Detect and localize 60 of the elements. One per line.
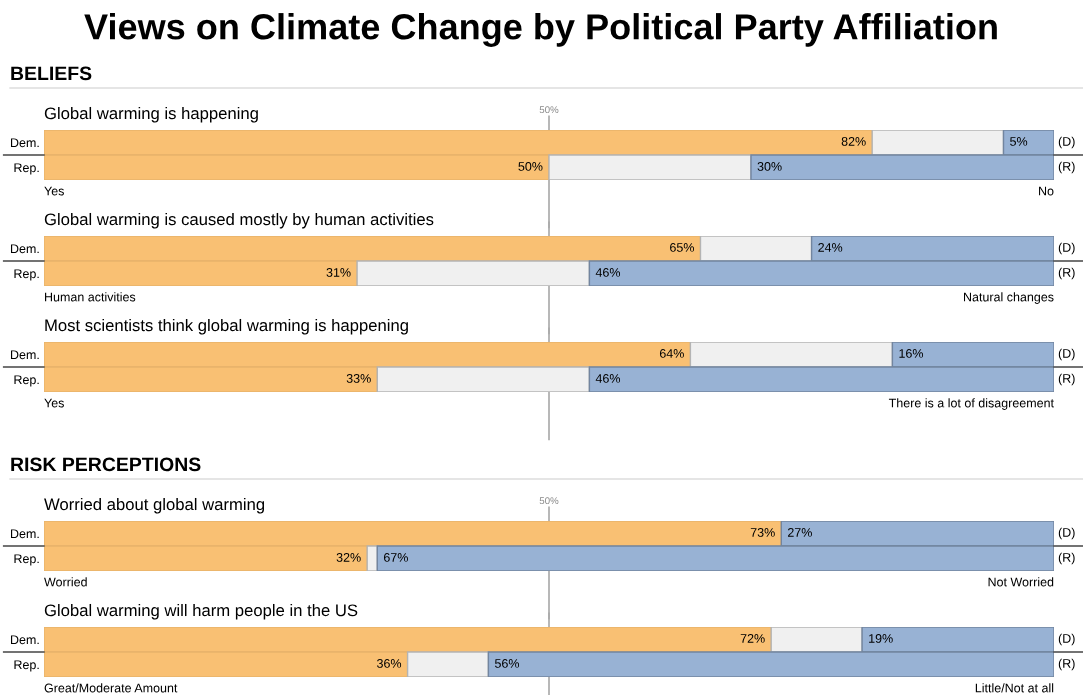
- chart-title: Most scientists think global warming is happening: [45, 318, 408, 335]
- ref-line-label: 50%: [539, 497, 559, 505]
- data-label: 19%: [869, 634, 893, 643]
- text: Human activities: [45, 292, 136, 302]
- y-tick-label: Rep.: [14, 660, 39, 672]
- data-label: 82%: [841, 137, 866, 146]
- data-label: 16%: [899, 349, 924, 358]
- data-label: 64%: [659, 349, 684, 358]
- y-tick-label: Rep.: [14, 375, 39, 387]
- data-label: 32%: [336, 553, 361, 562]
- data-label: 27%: [787, 528, 812, 537]
- data-label: 56%: [494, 659, 520, 668]
- chart-title: Worried about global warming: [44, 497, 265, 514]
- y-tick-label: Dem.: [11, 350, 39, 360]
- chart-subtitle: RISK PERCEPTIONS: [11, 457, 201, 472]
- text: Worried: [44, 577, 87, 587]
- data-label: 31%: [326, 268, 351, 277]
- data-label: 46%: [595, 268, 621, 277]
- text: (R): [1058, 373, 1075, 386]
- annotation: Great/Moderate Amount: [44, 683, 178, 693]
- data-label: 46%: [595, 374, 621, 383]
- y-tick-label: Dem.: [11, 244, 39, 254]
- text: Yes: [44, 186, 64, 196]
- data-label: 30%: [757, 162, 782, 171]
- chart-subtitle: BELIEFS: [11, 66, 92, 81]
- y-tick-label: Rep.: [14, 269, 39, 281]
- data-label: 5%: [1010, 137, 1028, 146]
- chart-title: Global warming is happening: [44, 106, 258, 123]
- data-label: 65%: [670, 243, 694, 252]
- data-label: 73%: [750, 528, 775, 537]
- data-label: 24%: [818, 243, 843, 252]
- text: No: [1039, 186, 1054, 196]
- data-label: 36%: [377, 659, 402, 668]
- ref-line-label: 50%: [539, 106, 559, 114]
- text: (D): [1058, 527, 1075, 540]
- text: (D): [1058, 348, 1075, 361]
- text: Not Worried: [988, 577, 1054, 587]
- chart-title: Global warming is caused mostly by human activities: [44, 212, 434, 229]
- text: (R): [1058, 161, 1075, 174]
- text: (D): [1058, 242, 1075, 255]
- y-tick-label: Rep.: [14, 554, 39, 566]
- text: (R): [1058, 658, 1075, 671]
- text: Views on Climate Change by Political Party Affiliation: [84, 13, 997, 47]
- y-tick-label: Rep.: [14, 163, 39, 175]
- y-tick-label: Dem.: [11, 138, 39, 148]
- text: There is a lot of disagreement: [888, 398, 1054, 410]
- y-tick-label: Dem.: [11, 529, 39, 539]
- data-label: 50%: [518, 162, 543, 171]
- annotation: Little/Not at all: [975, 683, 1054, 693]
- text: (R): [1058, 267, 1075, 280]
- text: (D): [1058, 633, 1075, 646]
- text: Yes: [44, 398, 64, 408]
- y-tick-label: Dem.: [11, 635, 39, 645]
- data-label: 72%: [740, 634, 765, 643]
- text: Natural changes: [964, 292, 1054, 304]
- chart-title: Global warming will harm people in the US: [44, 603, 358, 620]
- data-label: 67%: [383, 553, 408, 562]
- text: (R): [1058, 552, 1075, 565]
- text: (D): [1058, 136, 1075, 149]
- data-label: 33%: [346, 374, 371, 383]
